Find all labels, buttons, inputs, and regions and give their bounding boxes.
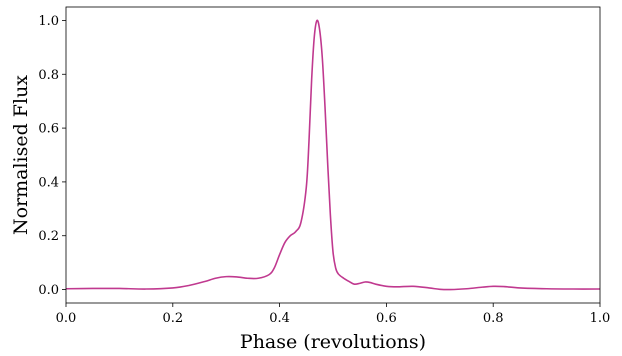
plot-frame <box>65 6 601 304</box>
x-tick-label: 0.2 <box>162 311 183 326</box>
y-tick-label: 0.0 <box>38 283 59 298</box>
y-tick-label: 0.8 <box>38 68 59 83</box>
series-layer <box>65 19 601 291</box>
y-axis-label: Normalised Flux <box>10 75 32 235</box>
flux-curve <box>65 19 601 291</box>
y-tick-label: 0.6 <box>38 122 59 137</box>
plot-background <box>66 7 600 303</box>
x-tick-label: 0.4 <box>269 311 290 326</box>
x-tick-label: 0.6 <box>376 311 397 326</box>
y-tick-label: 0.4 <box>38 175 59 190</box>
x-tick-label: 0.8 <box>483 311 504 326</box>
x-axis-ticks: 0.0 0.2 0.4 0.6 0.8 1.0 <box>56 303 611 326</box>
y-tick-label: 1.0 <box>38 14 59 29</box>
y-tick-label: 0.2 <box>38 229 59 244</box>
x-tick-label: 0.0 <box>56 311 77 326</box>
x-axis-label: Phase (revolutions) <box>240 331 426 353</box>
y-axis-ticks: 0.0 0.2 0.4 0.6 0.8 1.0 <box>38 14 66 298</box>
x-tick-label: 1.0 <box>590 311 611 326</box>
